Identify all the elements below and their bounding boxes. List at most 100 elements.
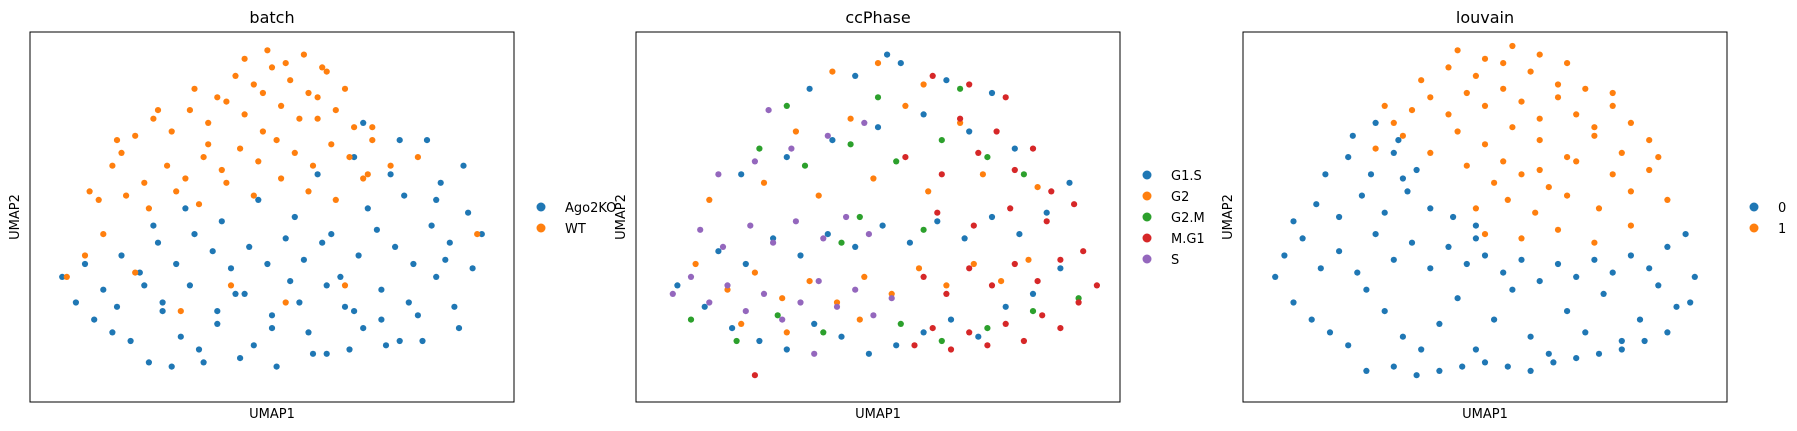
- legend: Ago2KO WT: [536, 201, 616, 237]
- scatter-point: [360, 325, 367, 332]
- legend-label: G2.M: [1171, 211, 1205, 226]
- legend-label: WT: [565, 222, 586, 237]
- scatter-point: [159, 308, 166, 315]
- scatter-point: [1011, 166, 1018, 174]
- scatter-point: [920, 273, 927, 280]
- scatter-point: [341, 282, 349, 289]
- scatter-point: [829, 137, 836, 144]
- scatter-point: [314, 171, 321, 178]
- scatter-point: [227, 282, 235, 289]
- scatter-point: [428, 222, 435, 229]
- scatter-point: [1322, 171, 1329, 178]
- scatter-point: [970, 260, 977, 268]
- scatter-points: [59, 47, 485, 370]
- scatter-point: [250, 81, 257, 88]
- scatter-point: [259, 89, 266, 97]
- scatter-point: [227, 265, 235, 272]
- scatter-point: [970, 222, 977, 229]
- scatter-point: [109, 162, 116, 169]
- scatter-point: [957, 85, 964, 92]
- panel-title: batch: [249, 8, 294, 27]
- scatter-point: [1573, 111, 1580, 118]
- x-axis-label: UMAP1: [249, 407, 295, 422]
- legend-marker: [1142, 191, 1152, 201]
- scatter-point: [401, 192, 408, 199]
- scatter-point: [291, 213, 298, 221]
- scatter-point: [1002, 303, 1009, 310]
- scatter-point: [806, 278, 813, 285]
- scatter-point: [1381, 308, 1388, 315]
- plot-frame: [29, 31, 515, 403]
- scatter-point: [328, 231, 335, 238]
- scatter-point: [938, 137, 945, 144]
- scatter-point: [268, 325, 276, 332]
- scatter-point: [1591, 256, 1598, 263]
- scatter-point: [1057, 325, 1064, 332]
- scatter-point: [938, 171, 945, 178]
- scatter-point: [1345, 342, 1352, 349]
- panel-title: ccPhase: [845, 8, 910, 27]
- scatter-point: [182, 175, 189, 182]
- scatter-point: [1550, 359, 1557, 366]
- scatter-point: [314, 115, 321, 122]
- scatter-point: [1272, 273, 1279, 280]
- scatter-point: [934, 209, 941, 216]
- scatter-point: [168, 363, 175, 370]
- scatter-point: [268, 64, 276, 71]
- scatter-point: [820, 329, 827, 336]
- scatter-point: [1043, 209, 1050, 216]
- scatter-point: [1664, 196, 1671, 203]
- scatter-point: [164, 162, 171, 169]
- scatter-point: [1372, 231, 1379, 238]
- scatter-point: [1372, 145, 1379, 152]
- scatter-point: [815, 278, 822, 285]
- scatter-point: [1463, 89, 1470, 97]
- scatter-point: [323, 350, 330, 357]
- scatter-point: [1664, 243, 1671, 250]
- scatter-point: [760, 290, 768, 297]
- scatter-point: [1399, 132, 1406, 139]
- scatter-point: [1564, 154, 1571, 161]
- scatter-point: [1664, 329, 1671, 336]
- scatter-point: [382, 342, 390, 349]
- scatter-point: [925, 188, 932, 195]
- y-axis-label: UMAP2: [1221, 194, 1236, 240]
- x-axis-label: UMAP1: [855, 407, 901, 422]
- scatter-point: [701, 303, 708, 310]
- scatter-point: [756, 145, 763, 152]
- scatter-point: [943, 77, 950, 84]
- scatter-point: [218, 166, 225, 174]
- scatter-point: [437, 179, 444, 186]
- scatter-point: [355, 252, 362, 259]
- legend-label: S: [1171, 253, 1179, 268]
- scatter-point: [888, 290, 895, 297]
- scatter-point: [305, 89, 312, 97]
- scatter-point: [1427, 149, 1434, 156]
- scatter-point: [1481, 141, 1489, 148]
- scatter-point: [861, 273, 868, 280]
- scatter-point: [305, 188, 312, 195]
- y-axis-label: UMAP2: [8, 194, 23, 240]
- scatter-point: [1591, 239, 1598, 246]
- scatter-point: [724, 286, 731, 293]
- scatter-point: [195, 201, 203, 208]
- scatter-point: [984, 154, 991, 161]
- scatter-point: [1463, 260, 1470, 268]
- scatter-point: [360, 119, 367, 126]
- scatter-point: [1691, 273, 1698, 280]
- scatter-point: [988, 89, 996, 97]
- scatter-point: [870, 175, 877, 182]
- scatter-point: [191, 231, 198, 238]
- scatter-point: [893, 158, 900, 165]
- scatter-point: [874, 124, 882, 131]
- scatter-point: [351, 154, 358, 161]
- scatter-point: [738, 320, 745, 327]
- scatter-point: [1454, 295, 1461, 302]
- scatter-point: [91, 316, 98, 323]
- scatter-point: [1427, 265, 1434, 272]
- scatter-point: [760, 179, 768, 186]
- scatter-point: [765, 107, 772, 114]
- scatter-point: [323, 68, 330, 75]
- scatter-point: [852, 286, 859, 293]
- scatter-point: [1564, 308, 1571, 315]
